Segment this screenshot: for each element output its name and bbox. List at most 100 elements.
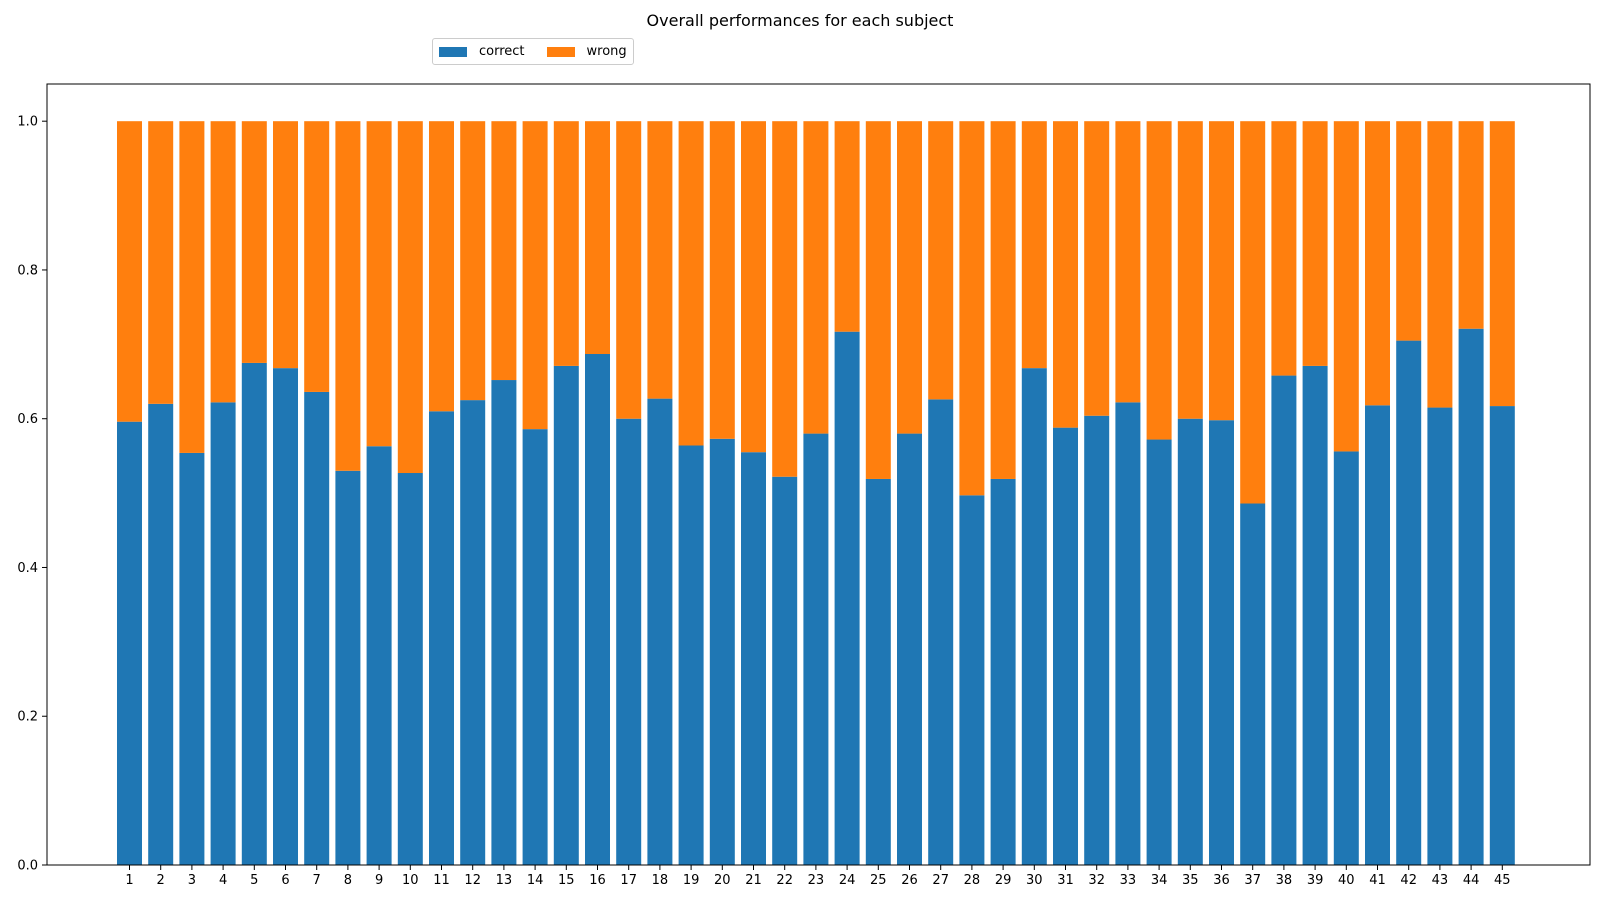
bar-correct-21 <box>741 452 766 865</box>
x-tick-label-42: 42 <box>1400 873 1417 888</box>
bar-correct-44 <box>1458 328 1484 866</box>
bar-wrong-25 <box>865 121 891 479</box>
x-tick-label-41: 41 <box>1369 873 1386 888</box>
bar-correct-6 <box>273 368 298 865</box>
bar-correct-3 <box>179 452 205 865</box>
bar-correct-35 <box>1177 418 1203 865</box>
x-tick-label-14: 14 <box>527 873 544 888</box>
bar-wrong-26 <box>897 121 922 434</box>
x-tick-label-40: 40 <box>1338 873 1355 888</box>
bar-wrong-17 <box>616 121 642 419</box>
bar-correct-29 <box>990 478 1016 865</box>
bar-wrong-1 <box>117 121 142 422</box>
bar-wrong-6 <box>273 121 298 369</box>
bar-correct-36 <box>1209 420 1234 865</box>
bar-wrong-36 <box>1209 121 1234 421</box>
bar-correct-28 <box>959 495 985 865</box>
bar-wrong-27 <box>928 121 954 400</box>
plot-area-frame <box>46 83 1591 866</box>
x-tick-label-27: 27 <box>932 873 949 888</box>
bar-correct-20 <box>709 438 735 865</box>
x-tick-label-38: 38 <box>1276 873 1293 888</box>
bar-correct-24 <box>834 331 860 865</box>
x-tick-label-22: 22 <box>776 873 793 888</box>
bar-wrong-20 <box>709 121 735 439</box>
bar-wrong-21 <box>741 121 766 453</box>
bar-wrong-40 <box>1333 121 1359 452</box>
bar-correct-39 <box>1302 365 1328 865</box>
x-tick-label-25: 25 <box>870 873 887 888</box>
x-tick-label-35: 35 <box>1182 873 1199 888</box>
bar-correct-8 <box>335 470 361 865</box>
bar-wrong-3 <box>179 121 205 453</box>
x-tick-label-5: 5 <box>250 873 258 888</box>
bar-correct-22 <box>772 476 798 865</box>
bar-wrong-8 <box>335 121 361 471</box>
bar-wrong-33 <box>1115 121 1141 403</box>
x-tick-label-29: 29 <box>995 873 1012 888</box>
bar-correct-1 <box>117 421 142 865</box>
bar-correct-45 <box>1489 406 1515 865</box>
bar-correct-15 <box>553 365 579 865</box>
bar-wrong-4 <box>210 121 236 403</box>
bar-wrong-11 <box>429 121 454 412</box>
bar-correct-40 <box>1333 451 1359 865</box>
bar-wrong-16 <box>585 121 610 354</box>
bar-correct-2 <box>148 403 174 865</box>
x-tick-label-33: 33 <box>1120 873 1137 888</box>
bar-wrong-15 <box>553 121 579 366</box>
bar-correct-19 <box>678 445 704 865</box>
bar-wrong-12 <box>460 121 486 401</box>
x-tick-label-23: 23 <box>808 873 825 888</box>
bar-correct-26 <box>897 433 922 865</box>
x-tick-label-15: 15 <box>558 873 575 888</box>
x-tick-label-2: 2 <box>157 873 165 888</box>
bar-correct-30 <box>1021 368 1047 865</box>
bar-wrong-18 <box>647 121 673 399</box>
bar-wrong-37 <box>1240 121 1266 504</box>
bar-wrong-30 <box>1021 121 1047 369</box>
bar-wrong-31 <box>1053 121 1078 428</box>
legend-swatch-correct <box>439 46 467 57</box>
x-tick-label-11: 11 <box>433 873 450 888</box>
bar-wrong-24 <box>834 121 860 332</box>
x-tick-label-44: 44 <box>1463 873 1480 888</box>
legend-label-correct: correct <box>479 44 525 59</box>
bar-wrong-7 <box>304 121 330 392</box>
x-tick-label-36: 36 <box>1213 873 1230 888</box>
legend-item-wrong: wrong <box>546 44 627 59</box>
bar-wrong-14 <box>522 121 548 430</box>
bar-wrong-28 <box>959 121 985 496</box>
bar-wrong-45 <box>1489 121 1515 407</box>
bar-correct-17 <box>616 418 642 865</box>
bar-wrong-29 <box>990 121 1016 479</box>
bar-correct-25 <box>865 478 891 865</box>
x-tick-label-12: 12 <box>464 873 481 888</box>
bar-wrong-22 <box>772 121 798 477</box>
x-tick-label-21: 21 <box>745 873 762 888</box>
bar-correct-42 <box>1396 340 1422 865</box>
bar-correct-41 <box>1365 405 1390 865</box>
y-tick-label-4: 0.8 <box>17 263 38 278</box>
y-axis: 0.0 0.2 0.4 0.6 0.8 1.0 <box>17 115 47 874</box>
x-tick-label-20: 20 <box>714 873 731 888</box>
bar-correct-43 <box>1427 407 1453 865</box>
x-tick-label-7: 7 <box>313 873 321 888</box>
bar-correct-33 <box>1115 402 1141 865</box>
bar-wrong-38 <box>1271 121 1297 376</box>
x-axis: 1 2 3 4 5 6 7 8 9 10 11 12 13 14 15 16 17 18 19 20 21 22 23 24 2… <box>125 865 1511 888</box>
x-tick-label-18: 18 <box>652 873 669 888</box>
bar-correct-7 <box>304 391 330 865</box>
x-tick-label-9: 9 <box>375 873 383 888</box>
x-tick-label-1: 1 <box>125 873 133 888</box>
bar-wrong-42 <box>1396 121 1422 341</box>
bar-wrong-13 <box>491 121 517 381</box>
x-tick-label-32: 32 <box>1088 873 1105 888</box>
bar-wrong-41 <box>1365 121 1390 406</box>
bar-wrong-2 <box>148 121 174 404</box>
chart-legend: correct wrong <box>432 38 634 65</box>
bar-correct-27 <box>928 399 954 865</box>
bar-wrong-34 <box>1146 121 1172 440</box>
x-tick-label-8: 8 <box>344 873 352 888</box>
